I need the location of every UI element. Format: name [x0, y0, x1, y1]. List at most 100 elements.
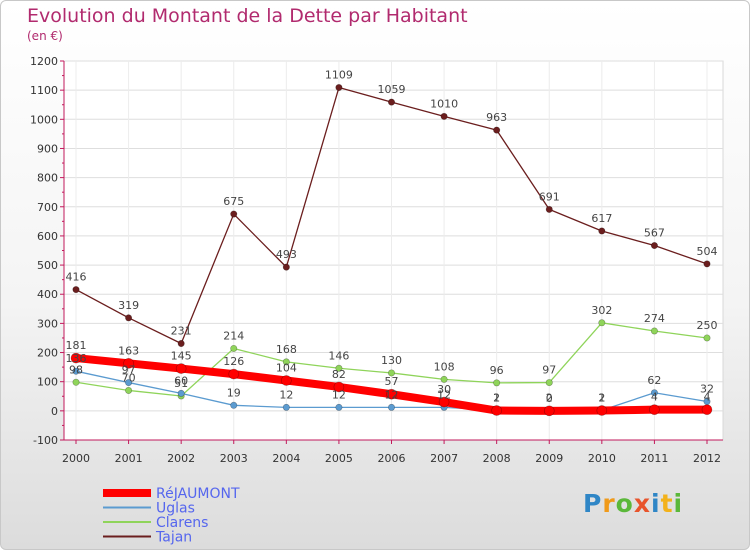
data-label: 675: [223, 195, 244, 208]
data-point: [386, 388, 397, 400]
y-tick-label: 500: [37, 259, 58, 272]
data-point: [703, 334, 711, 342]
data-point: [335, 84, 343, 92]
y-tick-label: 1000: [30, 113, 58, 126]
data-label: 104: [276, 362, 297, 375]
data-point: [440, 112, 448, 120]
data-point: [387, 369, 395, 377]
data-point: [175, 363, 187, 374]
data-point: [650, 327, 658, 335]
x-tick-label: 2011: [640, 452, 668, 465]
data-label: 97: [542, 364, 556, 377]
data-label: 146: [328, 349, 349, 362]
data-point: [598, 227, 606, 235]
plot-area: [63, 60, 724, 441]
data-point: [703, 260, 711, 268]
data-point: [282, 403, 290, 411]
data-point: [125, 314, 133, 322]
data-label: 51: [174, 377, 188, 390]
chart-subtitle: (en €): [27, 29, 63, 43]
x-tick-label: 2002: [167, 452, 195, 465]
data-point: [387, 98, 395, 106]
data-point: [438, 396, 450, 408]
data-label: 12: [332, 388, 346, 401]
x-tick-label: 2010: [588, 452, 616, 465]
data-point: [230, 401, 238, 409]
y-tick-label: -100: [33, 434, 58, 447]
x-tick-label: 2006: [378, 452, 406, 465]
data-label: 32: [700, 383, 714, 396]
legend-label: Clarens: [156, 515, 208, 531]
data-point: [650, 389, 658, 397]
y-tick-label: 300: [37, 317, 58, 330]
data-label: 617: [591, 212, 612, 225]
data-point: [650, 242, 658, 250]
data-label: 2: [598, 391, 605, 404]
data-label: 691: [539, 190, 560, 203]
y-tick-label: 900: [37, 142, 58, 155]
data-label: 1059: [378, 83, 406, 96]
y-tick-label: 400: [37, 288, 58, 301]
y-tick-label: 200: [37, 347, 58, 360]
legend-label: Tajan: [155, 530, 192, 546]
data-point: [545, 379, 553, 387]
data-point: [598, 319, 606, 327]
data-label: 319: [118, 299, 139, 312]
data-label: 1010: [430, 97, 458, 110]
data-label: 57: [385, 375, 399, 388]
data-label: 60: [174, 374, 188, 387]
x-tick-label: 2003: [220, 452, 248, 465]
data-label: 2: [493, 391, 500, 404]
y-tick-label: 600: [37, 230, 58, 243]
data-point: [493, 126, 501, 134]
data-label: 163: [118, 344, 139, 357]
data-point: [70, 352, 82, 364]
data-point: [228, 368, 240, 380]
data-label: 214: [223, 329, 244, 342]
data-label: 567: [644, 227, 665, 240]
y-tick-label: 1100: [30, 84, 58, 97]
data-label: 12: [437, 388, 451, 401]
x-tick-label: 2004: [272, 452, 300, 465]
data-label: 30: [437, 383, 451, 396]
data-label: 181: [66, 339, 87, 352]
y-tick-label: 0: [51, 405, 58, 418]
data-point: [543, 405, 555, 417]
data-label: 130: [381, 354, 402, 367]
data-label: 82: [332, 368, 346, 381]
data-label: 19: [227, 386, 241, 399]
data-point: [125, 379, 133, 387]
legend-label: Uglas: [156, 501, 195, 517]
x-tick-label: 2001: [115, 452, 143, 465]
data-label: 493: [276, 248, 297, 261]
data-label: 302: [591, 304, 612, 317]
x-tick-label: 2012: [693, 452, 721, 465]
data-point: [282, 263, 290, 271]
data-point: [649, 404, 660, 415]
data-point: [491, 405, 502, 416]
data-label: 4: [704, 391, 711, 404]
y-tick-label: 1200: [30, 55, 58, 68]
data-point: [387, 403, 395, 411]
y-tick-label: 800: [37, 172, 58, 185]
data-label: 4: [651, 391, 658, 404]
data-label: 274: [644, 312, 665, 325]
data-point: [230, 210, 238, 218]
data-label: 70: [122, 371, 136, 384]
data-label: 145: [171, 350, 192, 363]
data-label: 1109: [325, 69, 353, 82]
legend-label: RéJAUMONT: [156, 486, 240, 502]
data-label: 108: [434, 360, 455, 373]
data-label: 12: [385, 388, 399, 401]
data-point: [596, 405, 608, 416]
data-point: [335, 364, 343, 372]
data-label: 504: [697, 245, 718, 258]
data-label: 98: [69, 363, 83, 376]
x-tick-label: 2009: [535, 452, 563, 465]
x-tick-label: 2007: [430, 452, 458, 465]
data-point: [125, 386, 133, 394]
data-point: [72, 378, 80, 386]
data-point: [545, 205, 553, 213]
